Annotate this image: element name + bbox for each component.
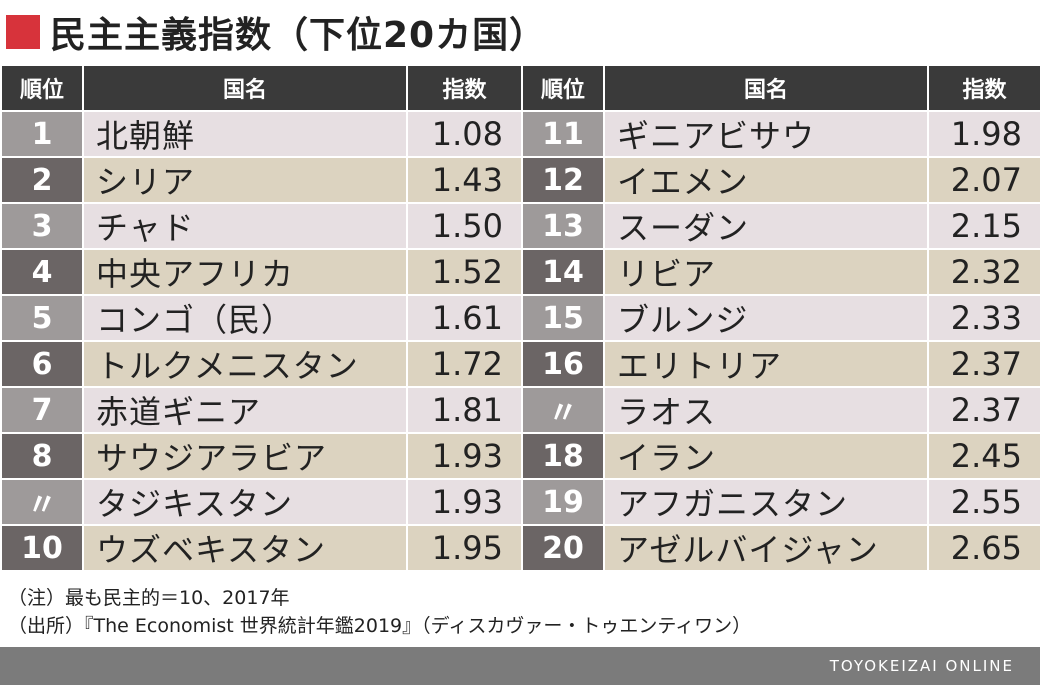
rank-cell: 15 xyxy=(523,296,603,342)
rank-cell: 8 xyxy=(2,434,82,480)
country-name-cell: コンゴ（民） xyxy=(84,296,406,342)
header-rank: 順位 xyxy=(2,66,82,112)
index-value-cell: 2.07 xyxy=(929,158,1040,204)
country-name-cell: アゼルバイジャン xyxy=(605,526,927,572)
index-value-cell: 1.08 xyxy=(408,112,521,158)
header-index: 指数 xyxy=(929,66,1040,112)
country-name-cell: ブルンジ xyxy=(605,296,927,342)
country-name-cell: スーダン xyxy=(605,204,927,250)
rank-cell: 3 xyxy=(2,204,82,250)
index-value-cell: 1.81 xyxy=(408,388,521,434)
index-value-cell: 2.32 xyxy=(929,250,1040,296)
country-name-cell: トルクメニスタン xyxy=(84,342,406,388)
country-name-cell: ラオス xyxy=(605,388,927,434)
country-name-cell: アフガニスタン xyxy=(605,480,927,526)
country-name-cell: チャド xyxy=(84,204,406,250)
header-name: 国名 xyxy=(84,66,406,112)
rank-cell: 12 xyxy=(523,158,603,204)
ranking-table: 順位 国名 指数 1 北朝鮮 1.08 2 シリア 1.43 3 チャド 1.50 4 中央アフリカ… xyxy=(2,66,1040,572)
rank-cell: 18 xyxy=(523,434,603,480)
country-name-cell: サウジアラビア xyxy=(84,434,406,480)
table-right-half: 順位 国名 指数 11 ギニアビサウ 1.98 12 イエメン 2.07 13 スーダン 2.1… xyxy=(523,66,1040,572)
rank-cell: 11 xyxy=(523,112,603,158)
country-name-cell: タジキスタン xyxy=(84,480,406,526)
country-name-cell: イラン xyxy=(605,434,927,480)
country-name-cell: シリア xyxy=(84,158,406,204)
index-value-cell: 2.33 xyxy=(929,296,1040,342)
rank-cell: 4 xyxy=(2,250,82,296)
header-rank: 順位 xyxy=(523,66,603,112)
index-value-cell: 1.95 xyxy=(408,526,521,572)
country-name-cell: リビア xyxy=(605,250,927,296)
notes: （注）最も民主的＝10、2017年 （出所）『The Economist 世界統… xyxy=(8,584,751,640)
index-value-cell: 2.45 xyxy=(929,434,1040,480)
country-name-cell: イエメン xyxy=(605,158,927,204)
rank-cell: 10 xyxy=(2,526,82,572)
rank-cell: 1 xyxy=(2,112,82,158)
index-value-cell: 1.98 xyxy=(929,112,1040,158)
country-name-cell: 赤道ギニア xyxy=(84,388,406,434)
index-value-cell: 2.15 xyxy=(929,204,1040,250)
rank-cell: 2 xyxy=(2,158,82,204)
rank-cell: 7 xyxy=(2,388,82,434)
header-name: 国名 xyxy=(605,66,927,112)
index-value-cell: 2.37 xyxy=(929,342,1040,388)
index-value-cell: 1.50 xyxy=(408,204,521,250)
source-text: （出所）『The Economist 世界統計年鑑2019』（ディスカヴァー・ト… xyxy=(8,615,752,637)
page-title: 民主主義指数（下位20カ国） xyxy=(50,15,547,56)
country-name-cell: 北朝鮮 xyxy=(84,112,406,158)
index-value-cell: 1.43 xyxy=(408,158,521,204)
index-value-cell: 2.55 xyxy=(929,480,1040,526)
header-index: 指数 xyxy=(408,66,521,112)
index-value-cell: 1.72 xyxy=(408,342,521,388)
rank-cell: 〃 xyxy=(2,480,82,526)
title-block: 民主主義指数（下位20カ国） xyxy=(6,6,546,58)
title-square-icon xyxy=(6,15,40,49)
rank-cell: 20 xyxy=(523,526,603,572)
rank-cell: 16 xyxy=(523,342,603,388)
rank-cell: 5 xyxy=(2,296,82,342)
country-name-cell: ウズベキスタン xyxy=(84,526,406,572)
rank-cell: 6 xyxy=(2,342,82,388)
country-name-cell: 中央アフリカ xyxy=(84,250,406,296)
index-value-cell: 1.93 xyxy=(408,434,521,480)
country-name-cell: エリトリア xyxy=(605,342,927,388)
index-value-cell: 2.65 xyxy=(929,526,1040,572)
index-value-cell: 1.52 xyxy=(408,250,521,296)
note-text: （注）最も民主的＝10、2017年 xyxy=(8,587,290,609)
rank-cell: 14 xyxy=(523,250,603,296)
rank-cell: 〃 xyxy=(523,388,603,434)
table-left-half: 順位 国名 指数 1 北朝鮮 1.08 2 シリア 1.43 3 チャド 1.50 4 中央アフリカ… xyxy=(2,66,521,572)
rank-cell: 19 xyxy=(523,480,603,526)
index-value-cell: 1.93 xyxy=(408,480,521,526)
index-value-cell: 2.37 xyxy=(929,388,1040,434)
index-value-cell: 1.61 xyxy=(408,296,521,342)
footer-bar: TOYOKEIZAI ONLINE xyxy=(0,647,1040,685)
rank-cell: 13 xyxy=(523,204,603,250)
country-name-cell: ギニアビサウ xyxy=(605,112,927,158)
footer-brand: TOYOKEIZAI ONLINE xyxy=(829,657,1014,675)
